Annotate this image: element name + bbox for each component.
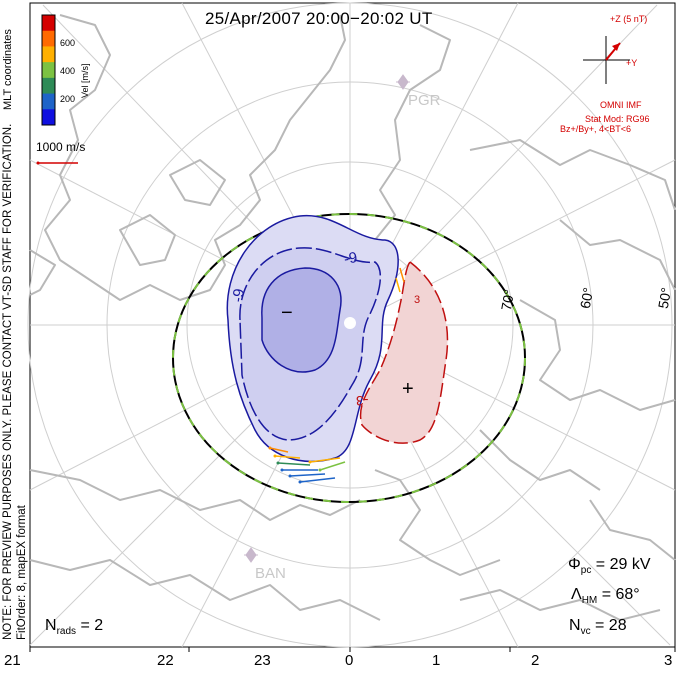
colorbar-border <box>41 14 56 126</box>
imf-stat-mod: Stat Mod: RG96 <box>585 114 650 124</box>
coordinate-system-label: MLT coordinates <box>2 29 14 110</box>
colorbar-title: Vel [m/s] <box>80 63 90 98</box>
negative-cell-inner <box>261 267 342 373</box>
mlt-tick-21: 21 <box>4 652 21 669</box>
contour-label-neg-2: -9 <box>229 287 249 304</box>
map-title: 25/Apr/2007 20:00−20:02 UT <box>205 9 433 28</box>
colorbar-tick-400: 400 <box>60 66 76 76</box>
colorbar-segment <box>42 46 55 63</box>
colorbar-segment <box>42 109 55 126</box>
mlt-tick-3: 3 <box>664 652 673 669</box>
imf-z-label: +Z (5 nT) <box>610 14 648 24</box>
negative-cell-sign: − <box>281 302 293 324</box>
imf-dial <box>583 36 630 84</box>
colorbar-tick-200: 200 <box>60 94 76 104</box>
preview-notice: NOTE: FOR PREVIEW PURPOSES ONLY. PLEASE … <box>2 123 14 640</box>
lambda-hm-stat: ΛHM = 68° <box>571 586 640 607</box>
station-ban-label: BAN <box>255 565 286 582</box>
fit-order-label: FitOrder: 8, mapEX format <box>16 505 28 640</box>
pole-marker <box>344 317 356 329</box>
velocity-colorbar <box>41 14 56 126</box>
n-rads-stat: Nrads = 2 <box>45 617 104 638</box>
scale-vector-label: 1000 m/s <box>36 140 86 154</box>
imf-source: OMNI IMF <box>600 100 642 110</box>
positive-cell-sign: + <box>402 378 414 400</box>
imf-y-label: +Y <box>626 58 638 68</box>
colorbar-segment <box>42 30 55 47</box>
colorbar-segment <box>42 93 55 110</box>
mlt-tick-23: 23 <box>254 652 271 669</box>
colorbar-segment <box>42 77 55 95</box>
mlt-tick-0: 0 <box>345 652 354 669</box>
colorbar-segment <box>42 62 55 79</box>
n-vc-stat: Nvc = 28 <box>569 617 627 638</box>
contour-label-pos-1: 3 <box>414 294 421 306</box>
mlt-axis-ticks <box>29 647 676 652</box>
positive-cell <box>359 260 449 444</box>
colorbar-segment <box>42 15 55 32</box>
mlt-tick-2: 2 <box>531 652 540 669</box>
mlt-tick-1: 1 <box>432 652 441 669</box>
scale-vector-origin <box>36 161 40 165</box>
imf-condition: Bz+/By+, 4<BT<6 <box>560 124 632 134</box>
colorbar-tick-600: 600 <box>60 38 76 48</box>
velocity-vectors <box>268 267 405 484</box>
contour-label-pos-2: -3 <box>356 393 369 409</box>
station-markers <box>244 74 410 563</box>
phi-pc-stat: Φpc = 29 kV <box>568 556 651 577</box>
coastlines <box>29 14 676 621</box>
heppner-maynard-boundary-dash <box>172 213 526 503</box>
contour-label-neg-1: -9 <box>342 248 359 269</box>
station-pgr-label: PGR <box>408 92 441 109</box>
mlt-tick-22: 22 <box>157 652 174 669</box>
